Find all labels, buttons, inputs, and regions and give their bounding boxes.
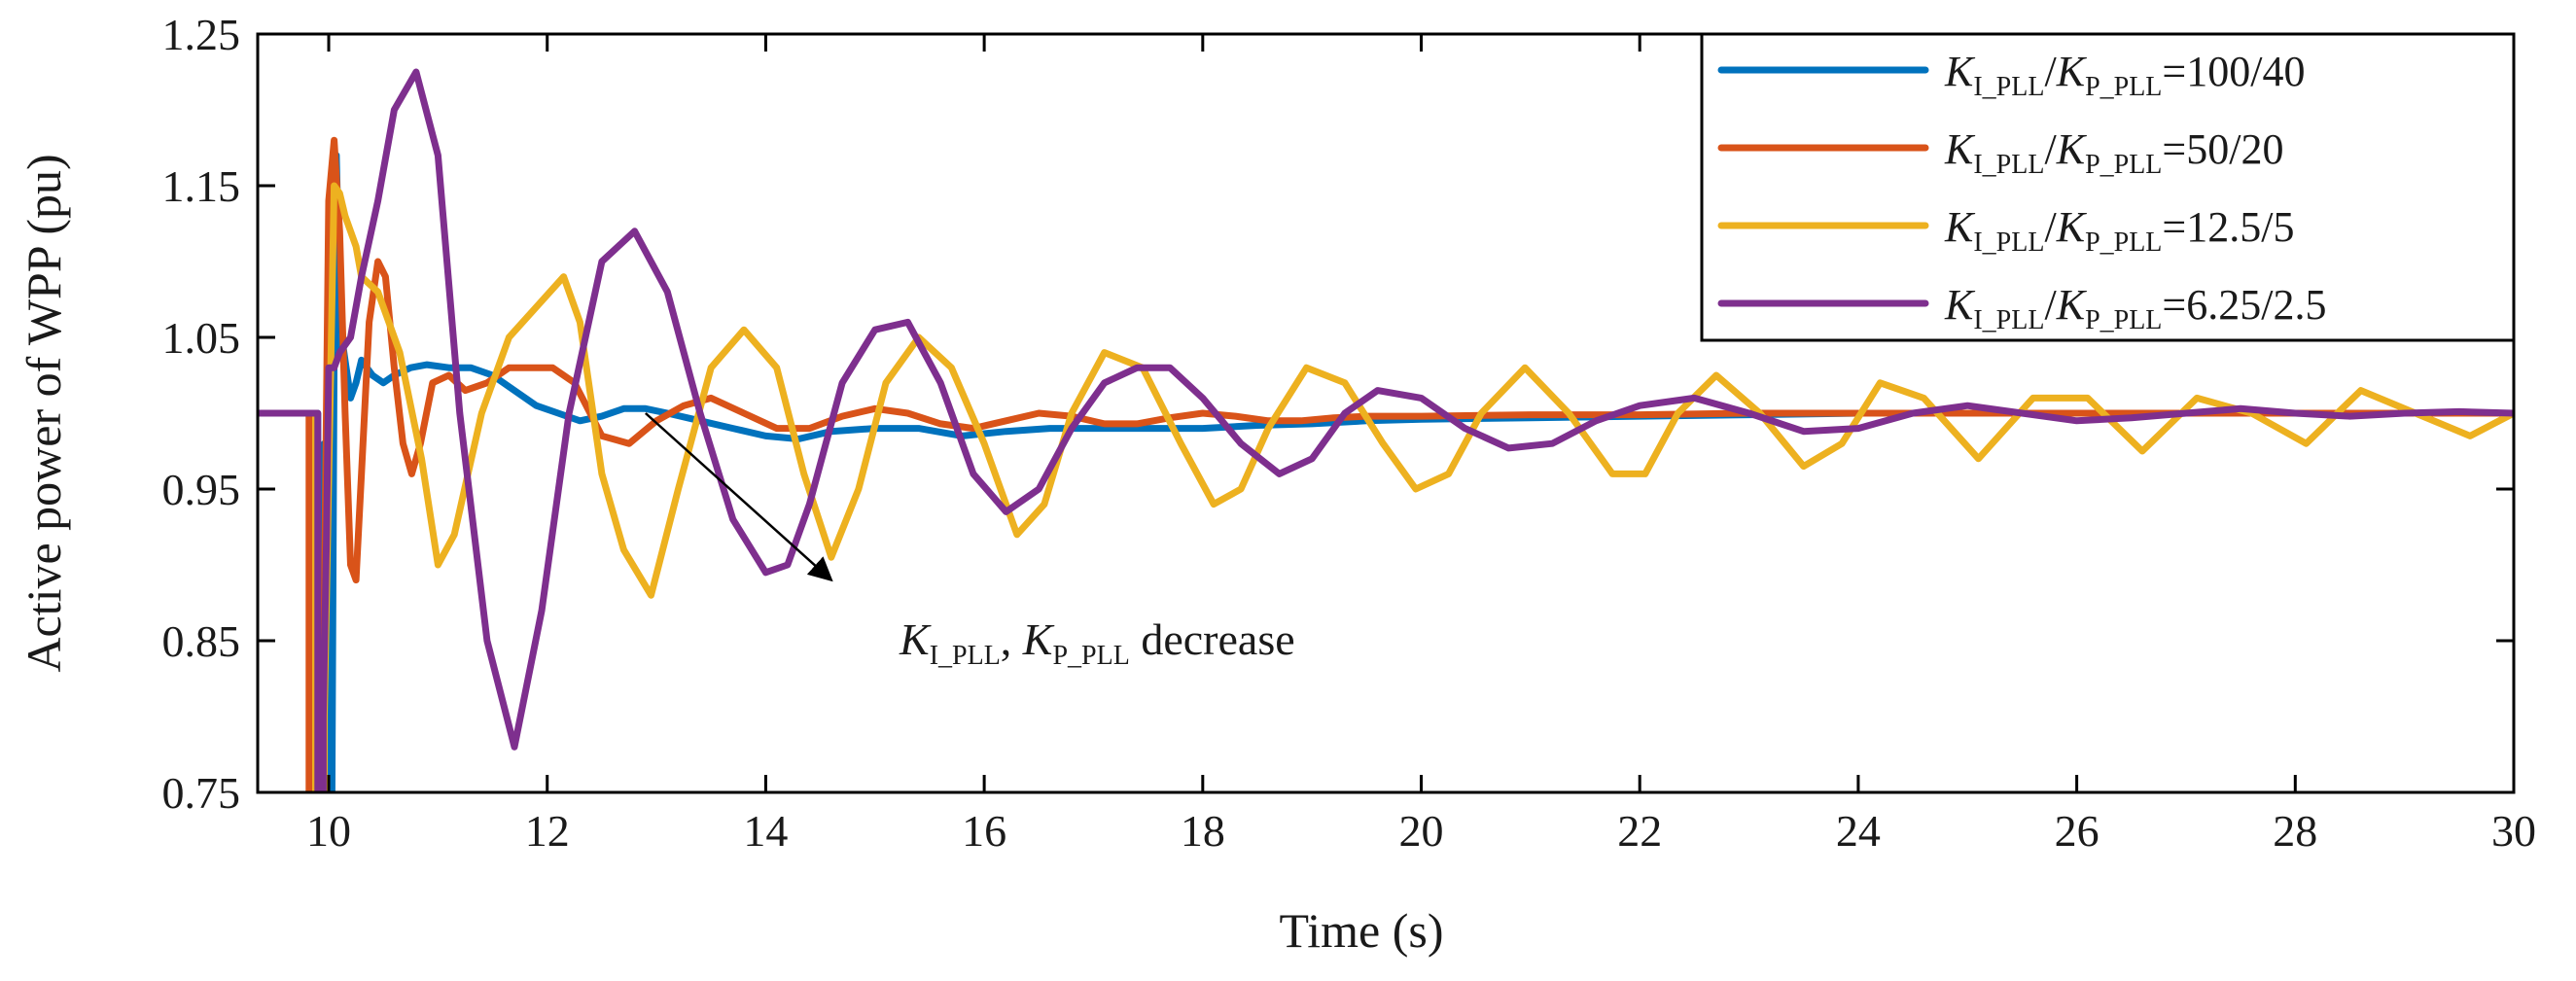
x-tick-label-26: 26 (2055, 806, 2100, 856)
legend-3-ratio: =12.5/5 (2162, 203, 2294, 251)
legend-1-sub-i: I_PLL (1973, 72, 2044, 102)
series-line-2 (258, 136, 2514, 792)
y-tick-label-1.05: 1.05 (162, 313, 241, 363)
legend-label-1: KI_PLL/KP_PLL=100/40 (1944, 48, 2305, 102)
legend-4-ratio: =6.25/2.5 (2162, 281, 2326, 329)
series-line-3 (258, 182, 2514, 792)
x-tick-label-18: 18 (1181, 806, 1225, 856)
annot-sub-p: P_PLL (1052, 641, 1129, 671)
legend-4-k1: K (1944, 281, 1976, 329)
legend-3-k2: K (2056, 203, 2088, 251)
legend-label-3: KI_PLL/KP_PLL=12.5/5 (1944, 203, 2294, 258)
x-tick-label-24: 24 (1836, 806, 1881, 856)
annotation-arrow (645, 412, 833, 582)
legend-4-slash: / (2044, 281, 2057, 329)
x-tick-label-10: 10 (306, 806, 351, 856)
y-axis-title-group: Active power of WPP (pu) (17, 154, 71, 672)
legend-3-sub-i: I_PLL (1973, 228, 2044, 258)
y-tick-label-0.95: 0.95 (162, 465, 241, 514)
x-tick-label-20: 20 (1399, 806, 1444, 856)
legend: KI_PLL/KP_PLL=100/40KI_PLL/KP_PLL=50/20K… (1700, 32, 2516, 342)
x-tick-label-12: 12 (525, 806, 570, 856)
y-tick-label-0.85: 0.85 (162, 616, 241, 666)
plot-frame (256, 32, 2516, 794)
legend-4-sub-p: P_PLL (2085, 305, 2162, 335)
annot-k2: K (1022, 614, 1055, 664)
y-tick-label-1.25: 1.25 (162, 10, 241, 59)
x-tick-label-14: 14 (743, 806, 788, 856)
annotation: KI_PLL, KP_PLL decrease (645, 412, 1295, 671)
annot-k1: K (899, 614, 932, 664)
legend-3-k1: K (1944, 203, 1976, 251)
y-axis-title: Active power of WPP (pu) (17, 154, 71, 672)
legend-label-4: KI_PLL/KP_PLL=6.25/2.5 (1944, 281, 2326, 335)
legend-4-sub-i: I_PLL (1973, 305, 2044, 335)
annot-comma: , (1001, 614, 1023, 664)
y-tick-label-1.15: 1.15 (162, 161, 241, 211)
legend-2-sub-i: I_PLL (1973, 150, 2044, 180)
x-axis-title: Time (s) (1279, 903, 1443, 958)
legend-1-k2: K (2056, 48, 2088, 95)
legend-box (1700, 32, 2516, 342)
annot-suffix: decrease (1130, 614, 1295, 664)
legend-2-k1: K (1944, 125, 1976, 173)
series-line-4 (258, 68, 2514, 792)
y-tick-label-0.75: 0.75 (162, 768, 241, 818)
legend-3-sub-p: P_PLL (2085, 228, 2162, 258)
legend-1-sub-p: P_PLL (2085, 72, 2162, 102)
legend-1-ratio: =100/40 (2162, 48, 2305, 95)
legend-2-sub-p: P_PLL (2085, 150, 2162, 180)
x-tick-label-28: 28 (2273, 806, 2317, 856)
legend-2-slash: / (2044, 125, 2057, 173)
legend-2-ratio: =50/20 (2162, 125, 2283, 173)
x-tick-label-22: 22 (1617, 806, 1662, 856)
legend-1-slash: / (2044, 48, 2057, 95)
legend-1-k1: K (1944, 48, 1976, 95)
annot-sub-i: I_PLL (930, 641, 1001, 671)
x-tick-label-16: 16 (962, 806, 1006, 856)
axes-layer: 10 12 14 16 18 20 22 24 26 28 30 0.75 0.85 0.95 1.05 1.… (162, 10, 2537, 856)
legend-3-slash: / (2044, 203, 2057, 251)
legend-2-k2: K (2056, 125, 2088, 173)
x-tick-label-30: 30 (2491, 806, 2536, 856)
legend-4-k2: K (2056, 281, 2088, 329)
legend-label-2: KI_PLL/KP_PLL=50/20 (1944, 125, 2283, 180)
series-layer (258, 68, 2514, 792)
annotation-label: KI_PLL, KP_PLL decrease (899, 614, 1295, 671)
